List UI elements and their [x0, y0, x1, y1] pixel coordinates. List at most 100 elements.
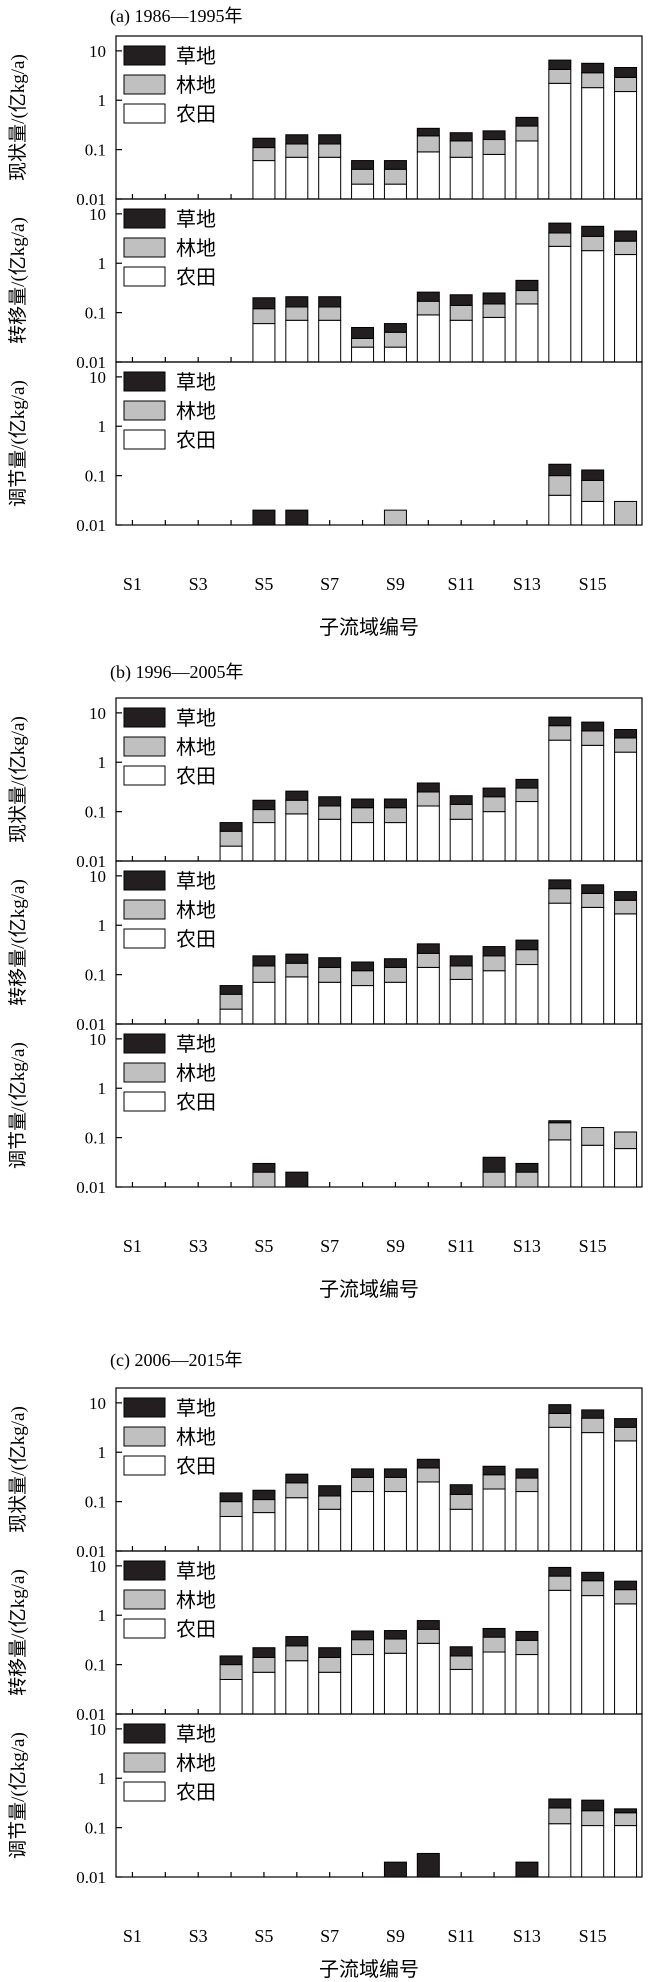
bar-segment — [614, 737, 638, 753]
legend-swatch-grass — [123, 1560, 166, 1581]
bar-segment — [482, 796, 506, 813]
bar-segment — [383, 1652, 407, 1715]
bar-segment — [548, 245, 572, 363]
bar-segment — [252, 822, 276, 862]
bar-segment — [416, 1852, 440, 1878]
bar-segment — [482, 1465, 506, 1476]
bar-segment — [548, 1404, 572, 1414]
legend-swatch-farm — [123, 1455, 166, 1476]
bar-segment — [581, 892, 605, 908]
legend-label: 农田 — [176, 429, 216, 452]
bar-segment — [285, 319, 309, 363]
bar-segment — [614, 76, 638, 93]
bar-segment — [581, 235, 605, 252]
legend-swatch-forest — [123, 400, 166, 421]
bar-segment — [482, 946, 506, 957]
bar-segment — [252, 1512, 276, 1552]
bar-segment — [581, 1825, 605, 1878]
bar-segment — [252, 297, 276, 310]
bar-segment — [614, 1418, 638, 1428]
panel-frame — [115, 1713, 643, 1878]
bar-segment — [449, 1646, 473, 1657]
bar-segment — [614, 913, 638, 1025]
bar-segment — [383, 1476, 407, 1493]
bar-segment — [416, 782, 440, 793]
bar-segment — [416, 127, 440, 137]
bar-segment — [614, 254, 638, 363]
legend-label: 农田 — [176, 765, 216, 788]
bar-segment — [449, 294, 473, 306]
panel-frame — [115, 1023, 643, 1188]
bar-segment — [515, 801, 539, 862]
bar-segment — [482, 970, 506, 1025]
bar-segment — [383, 1491, 407, 1552]
y-tick-label: 0.01 — [76, 190, 106, 209]
bar-segment — [252, 147, 276, 162]
legend-swatch-farm — [123, 1618, 166, 1639]
bar-segment — [285, 1660, 309, 1715]
y-tick-label: 0.1 — [85, 304, 106, 323]
legend-label: 草地 — [176, 707, 216, 730]
bar-segment — [581, 225, 605, 237]
y-tick-label: 0.1 — [85, 1129, 106, 1148]
bar-segment — [383, 168, 407, 185]
bar-segment — [318, 319, 342, 363]
bar-segment — [252, 1162, 276, 1173]
bar-segment — [252, 965, 276, 983]
bar-segment — [482, 1156, 506, 1173]
legend-label: 林地 — [176, 1589, 216, 1612]
bar-segment — [351, 807, 375, 824]
y-tick-label: 0.01 — [76, 1178, 106, 1197]
legend-swatch-forest — [123, 1752, 166, 1773]
bar-segment — [252, 323, 276, 363]
x-tick-label: S3 — [189, 1236, 208, 1256]
bar-segment — [581, 1417, 605, 1434]
bar-segment — [318, 306, 342, 321]
bar-segment — [285, 976, 309, 1025]
x-tick-label: S15 — [579, 574, 607, 594]
legend-label: 林地 — [176, 1062, 216, 1085]
y-tick-label: 1 — [98, 417, 107, 436]
y-tick-label: 0.1 — [85, 141, 106, 160]
bar-segment — [482, 1488, 506, 1552]
bar-segment — [614, 1812, 638, 1827]
y-tick-label: 0.1 — [85, 966, 106, 985]
bar-segment — [318, 156, 342, 200]
x-axis-label: 子流域编号 — [319, 1278, 419, 1301]
y-tick-label: 10 — [89, 1557, 106, 1576]
bar-segment — [318, 1656, 342, 1673]
bar-segment — [449, 319, 473, 363]
bar-segment — [581, 1409, 605, 1419]
y-tick-label: 1 — [98, 916, 107, 935]
bar-segment — [318, 1671, 342, 1715]
x-tick-label: S13 — [513, 1926, 541, 1946]
bar-segment — [548, 888, 572, 904]
bar-segment — [614, 891, 638, 901]
bar-segment — [548, 232, 572, 247]
bar-segment — [416, 300, 440, 316]
y-axis-label: 调节量/(亿kg/a) — [7, 380, 29, 507]
bar-segment — [383, 966, 407, 983]
x-tick-label: S5 — [254, 1926, 273, 1946]
bar-segment — [614, 751, 638, 862]
bar-segment — [416, 291, 440, 302]
bar-segment — [285, 1497, 309, 1552]
bar-segment — [285, 156, 309, 200]
y-tick-label: 10 — [89, 368, 106, 387]
bar-segment — [515, 290, 539, 305]
bar-segment — [285, 306, 309, 321]
bar-segment — [351, 1654, 375, 1715]
bar-segment — [548, 1139, 572, 1188]
legend-swatch-grass — [123, 707, 166, 728]
x-tick-label: S3 — [189, 574, 208, 594]
legend-swatch-farm — [123, 1091, 166, 1112]
bar-segment — [548, 494, 572, 526]
x-tick-label: S15 — [579, 1926, 607, 1946]
y-tick-label: 1 — [98, 753, 107, 772]
bar-segment — [318, 143, 342, 158]
bar-segment — [614, 1440, 638, 1552]
bar-segment — [351, 1491, 375, 1552]
bar-segment — [614, 729, 638, 739]
legend-swatch-farm — [123, 103, 166, 124]
